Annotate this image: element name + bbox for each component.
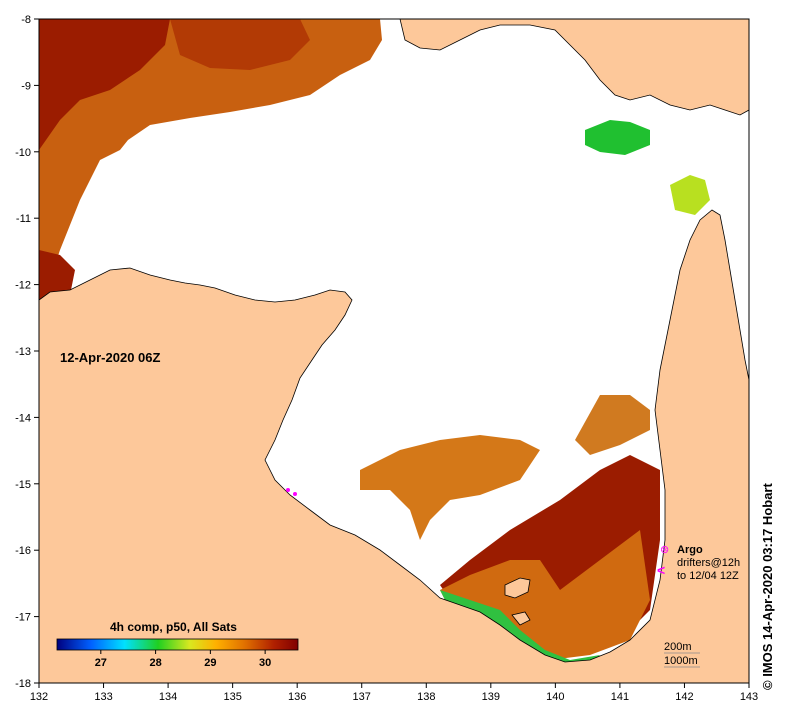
sst-patch-yellowgreen (670, 175, 710, 215)
lat-tick-label: -17 (15, 612, 31, 624)
lat-tick-label: -11 (16, 213, 31, 225)
colorbar-gradient (56, 638, 299, 651)
drifter-tracks (286, 488, 297, 496)
latitude-axis: -8 -9 -10 -11 -12 -13 -14 -15 -16 -17 -18 (15, 14, 39, 690)
to-label: to 12/04 12Z (677, 570, 739, 582)
land-northern-territory (39, 209, 749, 683)
drifters-label: drifters@12h (677, 557, 740, 569)
depth-legend: 200m 1000m (664, 641, 700, 668)
lon-tick-label: 143 (740, 691, 758, 703)
lat-tick-label: -14 (15, 412, 31, 424)
longitude-axis: 132 133 134 135 136 137 138 139 140 141 142 143 (30, 683, 758, 703)
lon-tick-label: 134 (159, 691, 177, 703)
drifter-point (286, 488, 290, 492)
sst-patch-north-band (170, 19, 310, 70)
depth-label-1000m: 1000m (664, 655, 698, 667)
legend: ⊛ Argo drifters@12h < to 12/04 12Z (657, 544, 740, 582)
sst-patch-southwest-hot (39, 250, 75, 300)
colorbar: 4h comp, p50, All Sats 27 28 29 30 (56, 620, 299, 669)
argo-label: Argo (677, 544, 703, 556)
lon-tick-label: 140 (546, 691, 564, 703)
land-layer (39, 19, 749, 683)
depth-label-200m: 200m (664, 641, 692, 653)
colorbar-title: 4h comp, p50, All Sats (110, 620, 237, 634)
lon-tick-label: 132 (30, 691, 48, 703)
lon-tick-label: 133 (94, 691, 112, 703)
land-island-south (504, 577, 531, 599)
drifter-point (293, 492, 297, 496)
lon-tick-label: 137 (353, 691, 371, 703)
sst-patch-northwest (39, 19, 382, 300)
lon-tick-label: 138 (417, 691, 435, 703)
colorbar-tick-label: 27 (95, 657, 107, 669)
sst-patch-northwest-hot (39, 19, 170, 150)
lat-tick-label: -10 (15, 147, 31, 159)
colorbar-ticks: 27 28 29 30 (95, 650, 271, 669)
date-label: 12-Apr-2020 06Z (60, 350, 160, 365)
land-island-south-2 (511, 611, 531, 626)
lon-tick-label: 142 (675, 691, 693, 703)
lat-tick-label: -9 (21, 80, 31, 92)
lat-tick-label: -15 (15, 479, 31, 491)
sst-patch-central-band (360, 435, 540, 540)
drifter-icon: < (657, 562, 665, 578)
credit-text: © IMOS 14-Apr-2020 03:17 Hobart (760, 483, 775, 690)
lat-tick-label: -13 (15, 346, 31, 358)
lon-tick-label: 139 (482, 691, 500, 703)
lon-tick-label: 141 (611, 691, 629, 703)
lon-tick-label: 135 (223, 691, 241, 703)
lat-tick-label: -8 (21, 14, 31, 26)
sst-patch-cape-york-edge (575, 395, 650, 455)
lat-tick-label: -18 (15, 678, 31, 690)
lat-tick-label: -16 (15, 545, 31, 557)
land-papua (399, 19, 749, 116)
lat-tick-label: -12 (15, 280, 31, 292)
argo-icon: ⊛ (660, 544, 669, 556)
sst-patch-coast-green (440, 590, 600, 665)
colorbar-tick-label: 28 (149, 657, 161, 669)
colorbar-tick-label: 30 (259, 657, 271, 669)
colorbar-tick-label: 29 (204, 657, 216, 669)
sst-patch-greenblue (585, 120, 650, 155)
lon-tick-label: 136 (288, 691, 306, 703)
